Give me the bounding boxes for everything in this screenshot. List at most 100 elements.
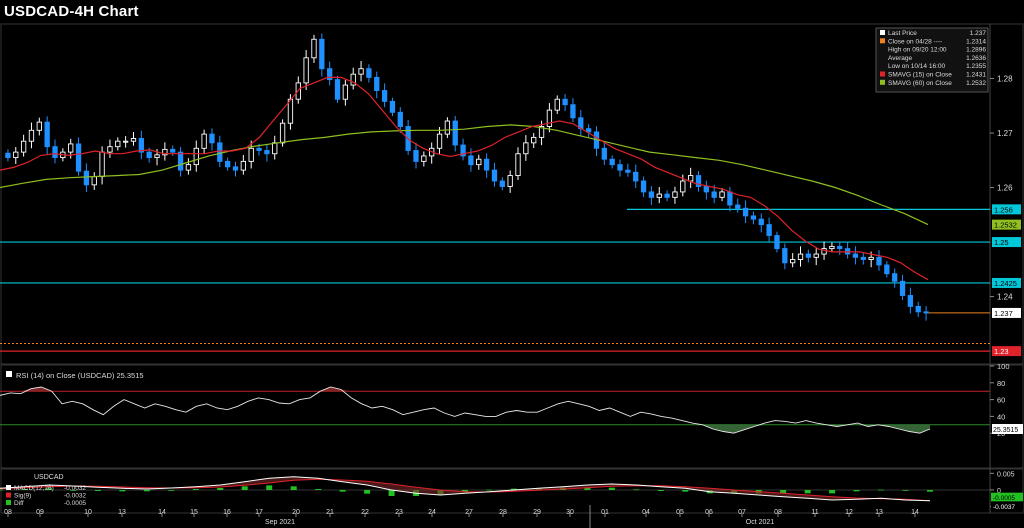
- rsi-label: RSI (14) on Close (USDCAD) 25.3515: [16, 371, 144, 380]
- x-day-label: 23: [395, 509, 403, 516]
- candle-down: [319, 38, 325, 70]
- legend-value: 1.2355: [966, 63, 986, 70]
- candle-up: [531, 136, 537, 144]
- candle-down: [633, 171, 639, 182]
- macd-tag-bg: [991, 492, 1023, 502]
- macd-diff-bar: [70, 490, 77, 491]
- candle-up: [36, 121, 42, 131]
- candle-down: [860, 256, 866, 260]
- candle-down: [170, 148, 176, 153]
- macd-diff-bar: [0, 489, 3, 491]
- x-day-label: 10: [84, 509, 92, 516]
- rsi-panel: 1008060402025.3515: [0, 362, 1023, 438]
- macd-labels: MACD(12,26) -0.0032 Sig(9) -0.0032 Diff -0.00…: [6, 485, 86, 507]
- candle-up: [421, 155, 427, 162]
- candle-up: [680, 180, 686, 193]
- price-tag-bg: [992, 219, 1021, 230]
- macd-label-swatch: [6, 485, 11, 490]
- legend-swatch: [880, 71, 885, 77]
- rsi-tick-label: 60: [997, 396, 1005, 405]
- candle-up: [107, 146, 113, 153]
- legend-value: 1.2896: [966, 47, 986, 54]
- candle-up: [797, 253, 804, 260]
- x-day-label: 14: [158, 509, 166, 516]
- candle-down: [750, 215, 757, 220]
- candle-down: [727, 191, 733, 206]
- legend-label: Last Price: [888, 30, 917, 37]
- macd-label-swatch: [6, 500, 11, 505]
- candle-down: [782, 248, 788, 264]
- macd-diff-bar: [168, 490, 175, 491]
- candle-down: [648, 191, 655, 198]
- x-day-label: 09: [36, 509, 44, 516]
- macd-label-group: USDCAD MACD(12,26) -0.0032 Sig(9) -0.0032 Di…: [6, 474, 86, 507]
- candle-down: [52, 146, 58, 159]
- candle-down: [570, 104, 576, 119]
- candle-down: [617, 164, 623, 171]
- price-tag-bg: [992, 277, 1021, 288]
- macd-diff-bar: [315, 489, 322, 490]
- x-day-label: 11: [811, 509, 818, 516]
- x-day-label: 05: [676, 509, 684, 516]
- candle-down: [138, 138, 144, 153]
- candle-down: [83, 170, 90, 186]
- legend-label: Low on 10/14 16:00: [888, 63, 945, 70]
- price-panel-frame: [0, 23, 1024, 365]
- macd-diff-bar: [657, 490, 664, 491]
- candle-down: [366, 68, 372, 78]
- candle-up: [13, 151, 19, 159]
- legend-value: 1.2532: [966, 80, 986, 87]
- macd-signal-fill: [0, 476, 930, 501]
- price-tag-bg: [992, 204, 1021, 215]
- candle-up: [719, 191, 725, 198]
- candle-up: [554, 98, 560, 111]
- candle-down: [884, 264, 890, 275]
- x-month-label: Oct 2021: [746, 519, 775, 526]
- legend-swatch: [880, 30, 885, 35]
- legend-box: [875, 27, 989, 93]
- candle-up: [154, 154, 160, 159]
- rsi-overbought-fill: [0, 387, 930, 392]
- candle-up: [813, 253, 819, 258]
- price-tick-label: 1.26: [997, 184, 1013, 193]
- legend-value: 1.2431: [966, 72, 986, 79]
- x-day-label: 13: [875, 509, 883, 516]
- macd-diff-bar: [217, 488, 224, 490]
- price-tag-bg: [992, 346, 1021, 357]
- macd-diff-bar: [829, 490, 836, 494]
- x-day-label: 08: [774, 509, 782, 516]
- macd-panel-frame: [0, 468, 1024, 514]
- candle-down: [695, 175, 702, 187]
- candle-down: [327, 68, 333, 81]
- macd-diff-bar: [290, 486, 297, 490]
- panel-frames: [0, 23, 1024, 514]
- price-tick-label: 1.24: [997, 293, 1013, 302]
- macd-diff-bar: [510, 488, 517, 490]
- candle-up: [99, 151, 105, 178]
- macd-signal-line: [0, 478, 931, 502]
- candle-up: [248, 147, 254, 162]
- candle-up: [656, 193, 662, 198]
- price-tag-label: 1.25: [994, 238, 1009, 247]
- macd-diff-bar: [633, 489, 640, 491]
- candle-down: [742, 207, 749, 217]
- macd-diff-bar: [584, 487, 591, 490]
- price-panel: 1.28 1.27 1.26 1.24 1.256 1.2532 1.25 1.2425 1.2…: [0, 33, 1021, 357]
- candle-up: [28, 129, 35, 142]
- candle-down: [640, 180, 647, 193]
- candle-up: [476, 158, 482, 166]
- macd-label-text: Sig(9): [14, 493, 31, 500]
- macd-label-value: -0.0032: [64, 485, 86, 492]
- candle-down: [915, 305, 921, 313]
- candle-down: [711, 191, 717, 198]
- macd-diff-bar: [94, 490, 101, 491]
- macd-tag-label: -0.0037: [993, 504, 1015, 511]
- candle-up: [68, 143, 74, 153]
- candle-down: [625, 169, 631, 173]
- candle-up: [358, 68, 364, 75]
- candle-down: [899, 280, 906, 296]
- candle-down: [177, 151, 184, 171]
- candle-down: [452, 120, 458, 146]
- candle-up: [303, 57, 309, 84]
